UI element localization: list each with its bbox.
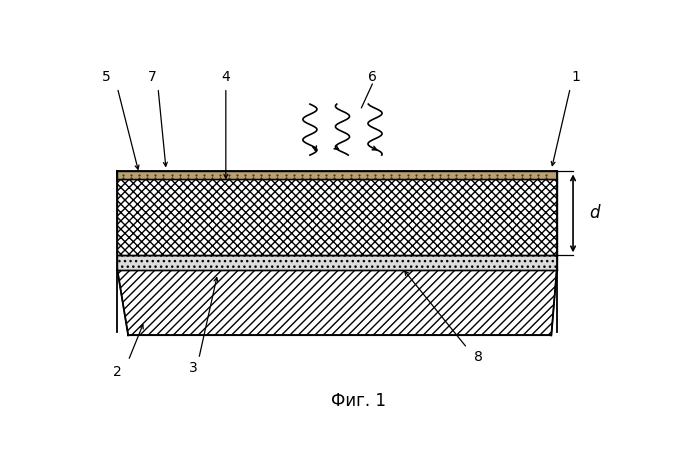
Text: 1: 1 xyxy=(571,70,580,84)
Polygon shape xyxy=(118,179,556,255)
Text: 6: 6 xyxy=(368,70,377,84)
Polygon shape xyxy=(118,255,556,270)
Text: 3: 3 xyxy=(189,361,197,375)
Text: 8: 8 xyxy=(474,350,482,364)
Text: Фиг. 1: Фиг. 1 xyxy=(331,392,386,410)
Text: d: d xyxy=(589,204,600,222)
Polygon shape xyxy=(118,270,556,335)
Text: 2: 2 xyxy=(113,365,122,379)
Text: 5: 5 xyxy=(102,70,111,84)
Text: 4: 4 xyxy=(221,70,230,84)
Text: 7: 7 xyxy=(148,70,157,84)
Polygon shape xyxy=(118,172,556,179)
